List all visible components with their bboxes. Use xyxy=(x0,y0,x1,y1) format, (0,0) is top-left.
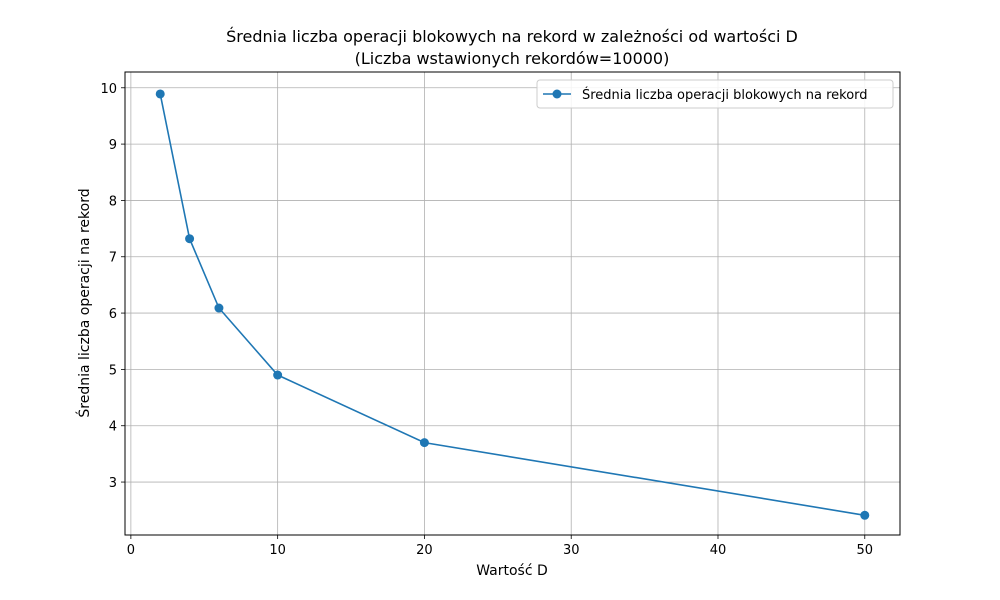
series-group xyxy=(155,89,870,520)
chart-subtitle: (Liczba wstawionych rekordów=10000) xyxy=(355,49,670,68)
y-tick-label: 7 xyxy=(109,251,117,266)
y-tick-label: 5 xyxy=(109,363,117,378)
y-tick-label: 4 xyxy=(109,420,117,435)
x-tick-label: 40 xyxy=(710,543,727,558)
y-axis: 3 4 5 6 7 8 9 10 xyxy=(100,82,125,491)
x-tick-label: 20 xyxy=(416,543,433,558)
x-tick-label: 30 xyxy=(563,543,580,558)
y-tick-label: 9 xyxy=(109,138,117,153)
series-line xyxy=(159,93,865,517)
plot-area-frame xyxy=(124,71,901,536)
data-point-marker xyxy=(155,89,165,99)
y-tick-label: 3 xyxy=(109,476,117,491)
y-axis-label: Średnia liczba operacji na rekord xyxy=(75,188,93,417)
x-axis-label: Wartość D xyxy=(476,563,548,579)
legend-marker-swatch xyxy=(552,89,562,99)
x-tick-label: 50 xyxy=(856,543,873,558)
grid xyxy=(125,72,900,535)
x-tick-label: 0 xyxy=(127,543,135,558)
legend-series-label: Średnia liczba operacji blokowych na rek… xyxy=(582,87,868,103)
legend: Średnia liczba operacji blokowych na rek… xyxy=(536,79,894,109)
data-point-marker xyxy=(214,303,224,313)
chart-title: Średnia liczba operacji blokowych na rek… xyxy=(226,27,798,46)
data-point-marker xyxy=(273,370,283,380)
data-point-marker xyxy=(185,234,195,244)
y-tick-label: 8 xyxy=(109,194,117,209)
x-tick-label: 10 xyxy=(269,543,286,558)
x-axis: 0 10 20 30 40 50 xyxy=(127,535,873,558)
y-tick-label: 6 xyxy=(109,307,117,322)
data-point-marker xyxy=(860,510,870,520)
y-tick-label: 10 xyxy=(100,82,117,97)
data-point-marker xyxy=(419,438,429,448)
legend-frame xyxy=(536,79,894,109)
